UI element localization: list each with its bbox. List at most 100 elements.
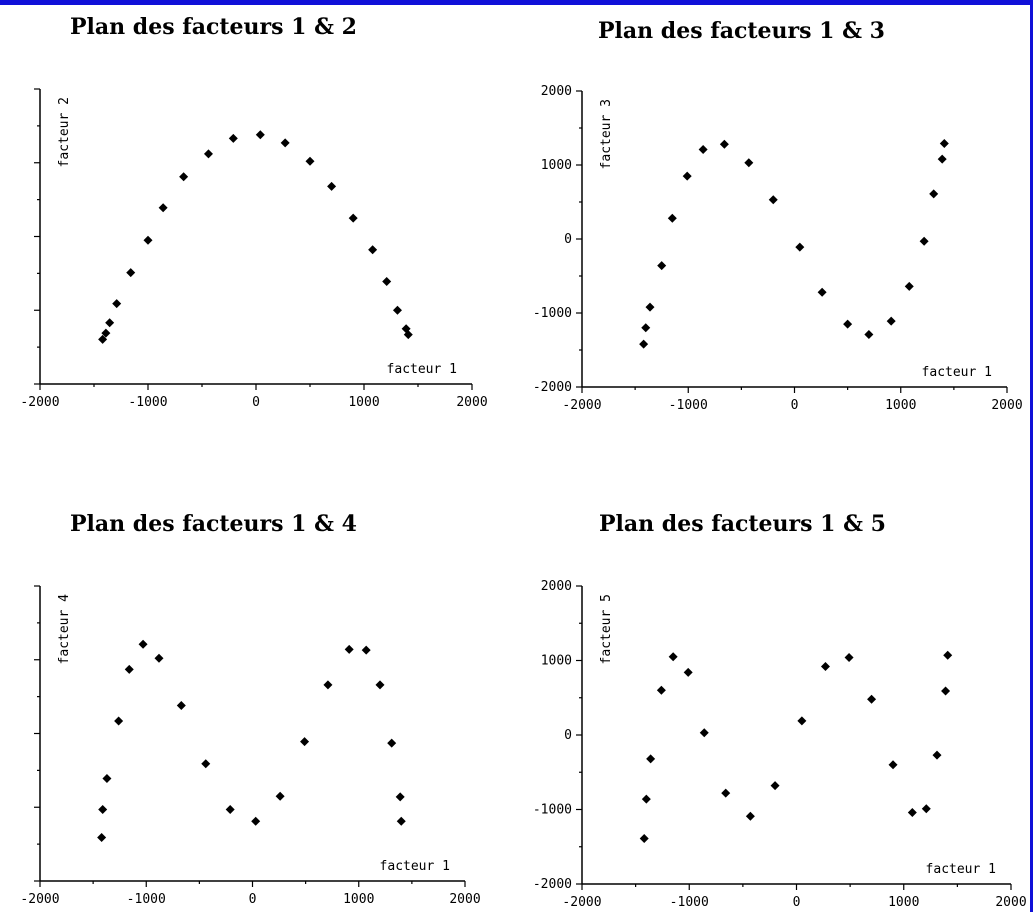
x-tick-label: 0 [793, 895, 801, 910]
x-tick-label: 1000 [343, 892, 374, 907]
data-point [395, 792, 405, 802]
data-point [795, 242, 805, 252]
data-point [844, 653, 854, 663]
data-point [699, 728, 709, 738]
data-point [126, 268, 136, 278]
chart-title: Plan des facteurs 1 & 5 [599, 511, 886, 537]
data-point [138, 639, 148, 649]
y-tick-label: 2000 [541, 579, 572, 594]
y-tick-label: -2000 [533, 877, 572, 892]
y-tick-label: 1000 [541, 654, 572, 669]
data-point [98, 334, 108, 344]
x-axis-label: facteur 1 [922, 365, 992, 380]
data-point [323, 680, 333, 690]
y-axis-label: facteur 2 [57, 97, 72, 167]
y-axis-label: facteur 4 [57, 594, 72, 665]
data-point [97, 832, 107, 842]
data-point [143, 235, 153, 245]
y-axis-label: facteur 5 [599, 594, 614, 664]
x-axis-label: facteur 1 [380, 859, 450, 874]
data-point [158, 203, 168, 213]
data-point [886, 316, 896, 326]
x-axis-label: facteur 1 [387, 362, 457, 377]
data-point [102, 773, 112, 783]
x-tick-label: -1000 [669, 398, 708, 413]
data-point [721, 788, 731, 798]
y-tick-label: -2000 [533, 380, 572, 395]
x-axis-label: facteur 1 [926, 862, 996, 877]
data-point [101, 328, 111, 338]
data-point [327, 181, 337, 191]
data-point [114, 716, 124, 726]
y-tick-label: 0 [564, 728, 572, 743]
x-tick-label: 1000 [348, 395, 379, 410]
x-tick-label: 1000 [888, 895, 919, 910]
data-point [744, 158, 754, 168]
x-tick-label: 0 [791, 398, 799, 413]
data-point [348, 213, 358, 223]
data-point [698, 144, 708, 154]
data-point [645, 302, 655, 312]
x-tick-label: 2000 [456, 395, 487, 410]
data-point [907, 807, 917, 817]
x-tick-label: -2000 [562, 895, 601, 910]
data-point [867, 694, 877, 704]
data-point [403, 330, 413, 340]
data-point [112, 299, 122, 309]
data-point [255, 130, 265, 140]
data-point [639, 339, 649, 349]
data-point [904, 281, 914, 291]
y-tick-label: -1000 [533, 803, 572, 818]
x-tick-label: 0 [249, 892, 257, 907]
x-tick-label: 0 [252, 395, 260, 410]
data-point [768, 195, 778, 205]
y-axis-label: facteur 3 [599, 99, 614, 169]
data-point [639, 834, 649, 844]
data-point [667, 213, 677, 223]
data-point [176, 700, 186, 710]
data-point [843, 319, 853, 329]
data-point [937, 154, 947, 164]
data-point [817, 287, 827, 297]
data-point [382, 276, 392, 286]
data-point [251, 816, 261, 826]
data-point [657, 261, 667, 271]
data-point [124, 664, 134, 674]
chart-title: Plan des facteurs 1 & 4 [70, 511, 357, 537]
data-point [225, 804, 235, 814]
y-tick-label: 2000 [541, 84, 572, 99]
data-point [719, 139, 729, 149]
chart-title: Plan des facteurs 1 & 3 [598, 18, 885, 44]
data-point [154, 653, 164, 663]
data-point [368, 245, 378, 255]
data-point [300, 737, 310, 747]
x-tick-label: -2000 [20, 395, 59, 410]
y-tick-label: 1000 [541, 158, 572, 173]
data-point [668, 652, 678, 662]
data-point [745, 811, 755, 821]
data-point [888, 760, 898, 770]
data-point [275, 791, 285, 801]
data-point [929, 189, 939, 199]
data-point [943, 650, 953, 660]
data-point [396, 816, 406, 826]
x-tick-label: 2000 [995, 895, 1026, 910]
data-point [203, 149, 213, 159]
top-window-border [0, 0, 1033, 5]
data-point [387, 738, 397, 748]
data-point [770, 781, 780, 791]
data-point [228, 133, 238, 143]
data-point [280, 138, 290, 148]
data-point [201, 759, 211, 769]
data-point [683, 667, 693, 677]
x-tick-label: 1000 [885, 398, 916, 413]
data-point [919, 236, 929, 246]
right-window-border [1030, 0, 1033, 912]
x-tick-label: -2000 [20, 892, 59, 907]
x-tick-label: 2000 [991, 398, 1022, 413]
data-point [646, 754, 656, 764]
data-point [641, 794, 651, 804]
